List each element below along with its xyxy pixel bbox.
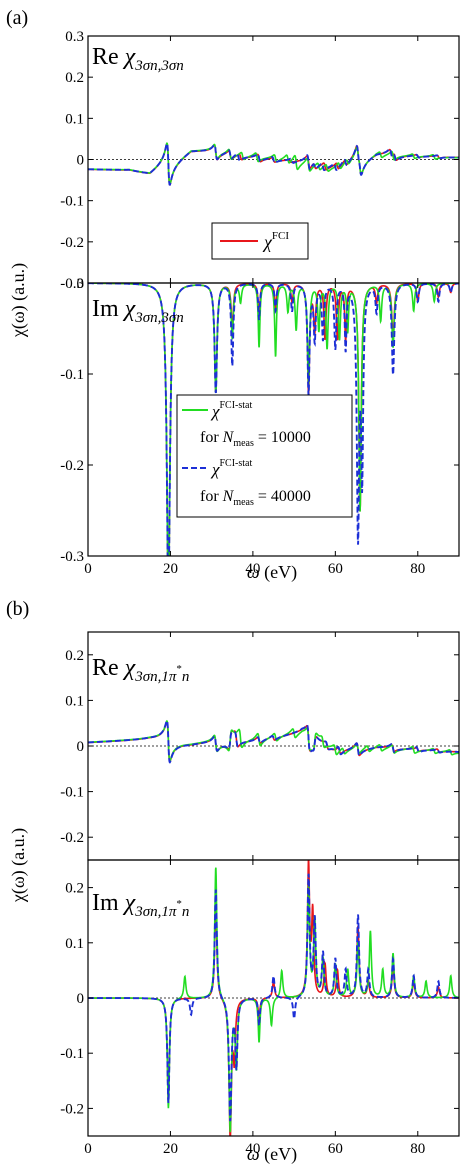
legend-fci: χFCI	[211, 222, 309, 260]
y-tick-label-im-a: -0.3	[60, 549, 84, 565]
legend-fci-stat: χFCI-stat for Nmeas = 10000 χFCI-stat fo…	[176, 394, 353, 518]
y-tick-label-re-a: 0.2	[65, 70, 84, 86]
x-tick-label-im-b: 20	[163, 1141, 178, 1157]
y-tick-label-re-b: 0.2	[65, 648, 84, 664]
y-axis-label-b: χ(ω) (a.u.)	[8, 828, 29, 903]
svg-text:χFCI: χFCI	[262, 230, 289, 252]
x-tick-label-im-a: 80	[410, 561, 425, 577]
subplot-title-re-a: Re χ3σn,3σn	[92, 44, 184, 74]
y-tick-label-re-b: -0.2	[60, 830, 84, 846]
x-tick-label-im-b: 40	[245, 1141, 260, 1157]
x-tick-label-im-b: 80	[410, 1141, 425, 1157]
y-tick-label-im-b: 0.1	[65, 936, 84, 952]
y-tick-label-im-a: -0.1	[60, 367, 84, 383]
svg-text:for Nmeas = 40000: for Nmeas = 40000	[200, 488, 311, 508]
y-tick-label-re-b: 0	[77, 739, 85, 755]
y-tick-label-re-a: -0.2	[60, 235, 84, 251]
svg-text:χFCI-stat: χFCI-stat	[210, 400, 252, 421]
y-tick-label-im-a: 0	[77, 276, 85, 292]
series-line-re-a-2	[88, 142, 459, 186]
y-tick-label-re-b: -0.1	[60, 785, 84, 801]
y-tick-label-im-b: 0	[77, 991, 85, 1007]
y-tick-label-im-b: -0.1	[60, 1046, 84, 1062]
svg-text:χFCI-stat: χFCI-stat	[210, 458, 252, 479]
y-tick-label-re-a: 0	[77, 153, 85, 169]
svg-text:for Nmeas = 10000: for Nmeas = 10000	[200, 429, 311, 449]
y-tick-label-re-a: -0.1	[60, 194, 84, 210]
x-tick-label-im-b: 0	[84, 1141, 92, 1157]
y-tick-label-re-a: 0.1	[65, 111, 84, 127]
series-line-re-b-2	[88, 719, 459, 764]
axes-frame-im-a	[87, 282, 460, 557]
subplot-title-re-b: Re χ3σn,1π*n	[92, 655, 189, 685]
y-tick-label-im-b: 0.2	[65, 881, 84, 897]
x-axis-label-a: ω (eV)	[247, 562, 297, 583]
y-tick-label-re-a: -0.3	[60, 276, 84, 292]
x-axis-label-b: ω (eV)	[247, 1144, 297, 1165]
subplot-title-im-b: Im χ3σn,1π*n	[92, 890, 189, 920]
x-tick-label-im-a: 60	[328, 561, 343, 577]
subplot-title-im-a: Im χ3σn,3σn	[92, 296, 184, 326]
y-axis-label-a: χ(ω) (a.u.)	[8, 263, 29, 338]
y-tick-label-im-b: -0.2	[60, 1101, 84, 1117]
y-tick-label-re-b: 0.1	[65, 693, 84, 709]
panel-label-b: (b)	[6, 598, 29, 620]
subplot-im-3sigma-1pi: -0.2 -0.1 0 0.1 0.2 0 20 40 60 80	[60, 859, 460, 1157]
series-line-im-b-0	[88, 860, 459, 1136]
series-line-re-a-0	[88, 142, 459, 186]
series-line-re-a-1	[88, 142, 459, 186]
x-tick-label-im-b: 60	[328, 1141, 343, 1157]
subplot-im-3sigma-3sigma: -0.3 -0.2 -0.1 0 0 20 40 60 80	[60, 276, 460, 577]
series-line-re-b-1	[88, 719, 459, 763]
x-tick-label-im-a: 20	[163, 561, 178, 577]
x-tick-label-im-a: 40	[245, 561, 260, 577]
panel-label-a: (a)	[6, 7, 28, 29]
series-line-im-b-2	[88, 873, 459, 1122]
y-tick-label-im-a: -0.2	[60, 458, 84, 474]
series-line-re-b-0	[88, 720, 459, 763]
y-tick-label-re-a: 0.3	[65, 29, 84, 45]
x-tick-label-im-a: 0	[84, 561, 92, 577]
